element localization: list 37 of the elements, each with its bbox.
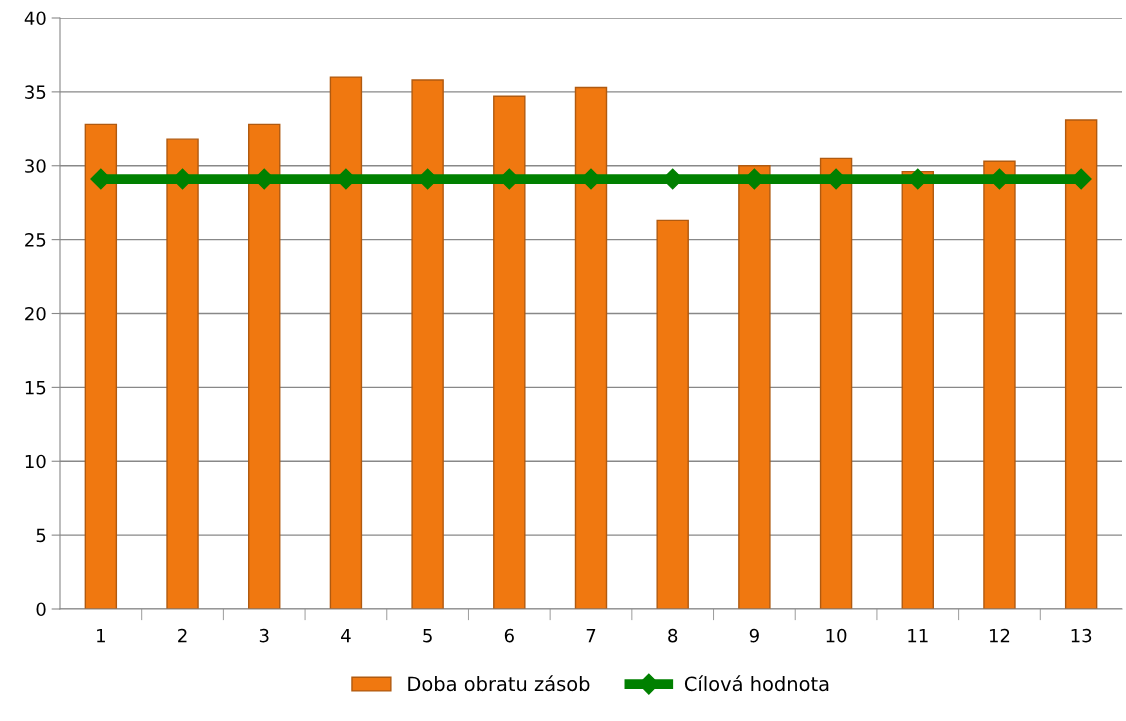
bar [983, 160, 1016, 609]
y-tick-label: 30 [25, 159, 46, 173]
x-tick-label: 7 [586, 629, 596, 643]
y-tick-label: 10 [25, 454, 46, 469]
bar [248, 123, 281, 609]
y-tick-label: 25 [25, 233, 46, 247]
bar [84, 123, 118, 609]
y-tick-label: 40 [24, 11, 46, 26]
bar [819, 157, 853, 609]
y-tick-label: 15 [25, 381, 46, 395]
y-tick-label: 5 [36, 528, 46, 543]
x-tick-label: 9 [749, 628, 759, 643]
x-tick-label: 11 [908, 629, 928, 643]
bar [493, 95, 526, 609]
bar [901, 170, 934, 609]
legend-label: Doba obratu zásob [408, 675, 590, 692]
x-tick-label: 10 [826, 628, 847, 643]
x-tick-label: 13 [1071, 628, 1092, 643]
x-tick-label: 1 [97, 629, 105, 643]
y-tick-label: 20 [25, 306, 46, 321]
x-tick-label: 6 [504, 628, 514, 643]
bar [656, 219, 689, 609]
bar [574, 86, 608, 609]
bar [1064, 119, 1098, 609]
bar [411, 79, 444, 609]
x-tick-label: 5 [423, 629, 432, 643]
x-tick-label: 2 [178, 628, 187, 643]
x-tick-label: 3 [259, 628, 269, 643]
y-tick-label: 0 [36, 602, 46, 617]
bar [166, 138, 199, 609]
x-tick-label: 4 [341, 629, 351, 643]
bar [329, 76, 363, 609]
x-tick-label: 8 [668, 628, 678, 643]
legend-label: Cílová hodnota [684, 675, 829, 692]
x-tick-label: 12 [989, 628, 1010, 643]
bar [738, 165, 771, 609]
y-tick-label: 35 [25, 85, 46, 99]
